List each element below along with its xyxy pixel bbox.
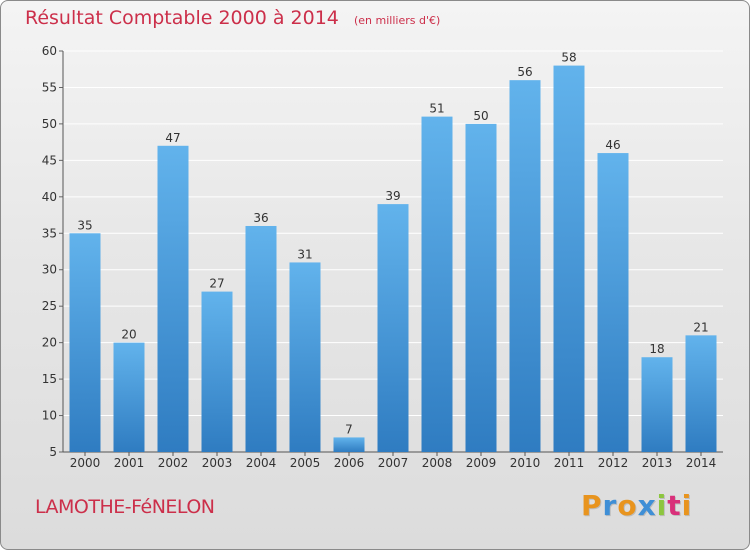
y-tick-label: 60 xyxy=(42,44,57,58)
commune-name: LAMOTHE-FéNELON xyxy=(35,496,215,518)
logo-letter: i xyxy=(681,489,693,522)
bar xyxy=(377,204,409,452)
bar xyxy=(553,65,585,452)
x-tick-label: 2002 xyxy=(158,456,189,470)
chart-unit: (en milliers d'€) xyxy=(353,14,441,27)
bar xyxy=(641,357,673,452)
x-tick-label: 2009 xyxy=(466,456,497,470)
y-tick-label: 15 xyxy=(42,372,57,386)
logo-letter: t xyxy=(667,489,682,522)
logo-letter: o xyxy=(617,489,638,522)
x-tick-label: 2000 xyxy=(70,456,101,470)
proxiti-logo: Proxiti xyxy=(581,489,692,522)
bar xyxy=(465,123,497,452)
logo-letter: P xyxy=(581,489,603,522)
data-label: 20 xyxy=(121,328,136,342)
y-tick-label: 30 xyxy=(42,263,57,277)
x-tick-label: 2010 xyxy=(510,456,541,470)
y-tick-label: 50 xyxy=(42,117,57,131)
x-tick-label: 2004 xyxy=(246,456,277,470)
x-tick-label: 2007 xyxy=(378,456,409,470)
y-tick-label: 35 xyxy=(42,226,57,240)
bar xyxy=(245,225,277,452)
data-label: 50 xyxy=(473,109,488,123)
data-label: 36 xyxy=(253,211,268,225)
bar xyxy=(597,153,629,452)
x-tick-label: 2005 xyxy=(290,456,321,470)
y-tick-label: 55 xyxy=(42,80,57,94)
data-label: 21 xyxy=(693,320,708,334)
data-label: 58 xyxy=(561,51,576,65)
x-tick-label: 2011 xyxy=(554,456,585,470)
x-tick-label: 2008 xyxy=(422,456,453,470)
data-label: 7 xyxy=(345,422,353,436)
bar xyxy=(421,116,453,453)
data-label: 27 xyxy=(209,277,224,291)
y-tick-label: 10 xyxy=(42,409,57,423)
chart-title-row: Résultat Comptable 2000 à 2014 (en milli… xyxy=(25,7,440,29)
x-tick-label: 2012 xyxy=(598,456,629,470)
bar xyxy=(157,145,189,453)
bar xyxy=(201,291,233,452)
x-tick-label: 2014 xyxy=(686,456,717,470)
x-tick-label: 2003 xyxy=(202,456,233,470)
data-label: 35 xyxy=(77,218,92,232)
data-label: 47 xyxy=(165,131,180,145)
data-label: 31 xyxy=(297,247,312,261)
bar xyxy=(69,233,101,452)
y-tick-label: 25 xyxy=(42,299,57,313)
logo-letter: i xyxy=(656,489,668,522)
x-tick-label: 2001 xyxy=(114,456,145,470)
data-label: 39 xyxy=(385,189,400,203)
y-tick-label: 5 xyxy=(49,445,57,459)
x-tick-label: 2006 xyxy=(334,456,365,470)
data-label: 51 xyxy=(429,102,444,116)
x-tick-label: 2013 xyxy=(642,456,673,470)
logo-letter: r xyxy=(602,489,618,522)
bar xyxy=(333,437,365,452)
data-label: 46 xyxy=(605,138,620,152)
y-tick-label: 20 xyxy=(42,336,57,350)
bar xyxy=(509,80,541,452)
bar xyxy=(685,335,717,452)
bar xyxy=(113,342,145,452)
data-label: 56 xyxy=(517,65,532,79)
logo-letter: x xyxy=(637,489,657,522)
bar xyxy=(289,262,321,452)
chart-title: Résultat Comptable 2000 à 2014 xyxy=(25,7,339,29)
y-tick-label: 40 xyxy=(42,190,57,204)
data-label: 18 xyxy=(649,342,664,356)
y-tick-label: 45 xyxy=(42,153,57,167)
